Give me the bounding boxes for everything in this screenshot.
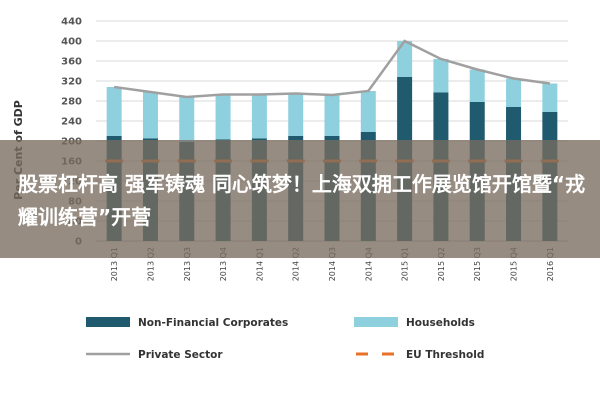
bar-households <box>397 41 413 77</box>
bar-households <box>324 95 340 136</box>
legend-label: Non-Financial Corporates <box>138 317 288 329</box>
x-tick-label: 2014 Q4 <box>364 247 373 281</box>
x-tick-label: 2015 Q4 <box>510 247 519 281</box>
bar-households <box>179 97 195 142</box>
y-tick-label: 320 <box>61 77 82 88</box>
bar-households <box>433 59 449 93</box>
bar-households <box>106 87 122 136</box>
caption-overlay: 股票杠杆高 强军铸魂 同心筑梦！上海双拥工作展览馆开馆暨“戎耀训练营”开营 <box>0 140 600 258</box>
bar-households <box>469 69 485 102</box>
x-tick-label: 2013 Q4 <box>219 247 228 281</box>
x-tick-label: 2016 Q1 <box>546 247 555 281</box>
legend-label: Private Sector <box>138 349 223 361</box>
caption-text: 股票杠杆高 强军铸魂 同心筑梦！上海双拥工作展览馆开馆暨“戎耀训练营”开营 <box>18 172 586 229</box>
bar-households <box>142 92 158 139</box>
y-tick-label: 240 <box>61 117 82 128</box>
bar-households <box>360 91 376 132</box>
legend-label: Households <box>406 317 475 329</box>
bar-households <box>506 78 522 107</box>
x-tick-label: 2015 Q3 <box>473 247 482 281</box>
x-tick-label: 2015 Q2 <box>437 247 446 281</box>
bar-households <box>288 93 304 136</box>
bar-households <box>542 83 558 112</box>
x-tick-label: 2013 Q2 <box>146 247 155 281</box>
y-tick-label: 360 <box>61 57 82 68</box>
y-tick-label: 440 <box>61 17 82 28</box>
legend-label: EU Threshold <box>406 349 484 361</box>
bar-households <box>251 94 267 139</box>
y-tick-label: 280 <box>61 97 82 108</box>
x-tick-label: 2013 Q3 <box>183 247 192 281</box>
x-axis-ticks: 2013 Q1 2013 Q2 2013 Q3 2013 Q4 2014 Q1 2014 … <box>110 247 555 281</box>
bar-households <box>215 94 231 140</box>
x-tick-label: 2014 Q3 <box>328 247 337 281</box>
x-tick-label: 2015 Q1 <box>401 247 410 281</box>
x-tick-label: 2014 Q1 <box>255 247 264 281</box>
x-tick-label: 2014 Q2 <box>292 247 301 281</box>
legend-swatch <box>354 317 398 327</box>
legend-swatch <box>86 317 130 327</box>
x-tick-label: 2013 Q1 <box>110 247 119 281</box>
legend: Non-Financial Corporates Households Privat… <box>86 317 484 361</box>
private-sector-line <box>113 39 551 99</box>
y-tick-label: 400 <box>61 37 82 48</box>
